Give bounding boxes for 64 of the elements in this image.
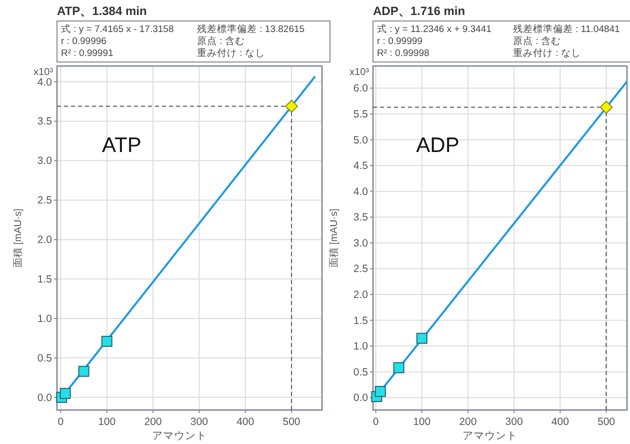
y-tick-label: 3.0	[37, 155, 52, 168]
text: 式 : y = 7.4165 x - 17.3158	[61, 23, 174, 35]
x-tick-label: 200	[144, 416, 162, 428]
annotation: ATP	[102, 134, 142, 157]
point	[78, 366, 90, 377]
y-tick-label: 1.0	[37, 312, 52, 325]
y-tick-label: 0.5	[37, 352, 52, 364]
y-axis-title: 面積 [mAU·s]	[12, 208, 24, 268]
text: 残差標準偏差 : 13.82615	[197, 23, 305, 35]
point	[416, 332, 428, 344]
y-tick-label: 4.0	[37, 76, 52, 88]
y-tick-label: 5.0	[353, 134, 368, 146]
text: 重み付け : なし	[197, 47, 265, 59]
text: r : 0.99996	[61, 36, 106, 47]
y-tick-label: 2.0	[353, 288, 368, 301]
x-tick-label: 500	[597, 416, 616, 428]
y-tick-label: 6.0	[353, 82, 368, 95]
text: 原点 : 含む	[197, 35, 245, 47]
text: 原点 : 含む	[513, 35, 561, 47]
point	[374, 386, 386, 397]
x-axis-title: アマウント	[152, 430, 207, 442]
x-tick-label: 0	[58, 416, 64, 428]
x-tick-label: 200	[459, 416, 477, 428]
x-tick-label: 0	[372, 416, 379, 428]
text: R² : 0.99998	[377, 48, 430, 59]
x-tick-label: 100	[98, 416, 116, 428]
point	[600, 100, 613, 114]
annotation: ADP	[416, 134, 460, 157]
y-axis-title: 面積 [mAU·s]	[328, 208, 340, 268]
text: R² : 0.99991	[61, 48, 114, 59]
x-tick-label: 100	[413, 416, 431, 428]
y-tick-label: 1.0	[353, 340, 368, 353]
chart-title: ADP、1.716 min	[373, 4, 466, 18]
text: r : 0.99999	[377, 36, 422, 47]
y-tick-label: 3.5	[37, 116, 52, 128]
chart-title: ATP、1.384 min	[57, 4, 147, 18]
y-tick-label: 2.0	[37, 234, 52, 246]
text: 式 : y = 11.2346 x + 9.3441	[377, 23, 492, 35]
y-tick-label: 0.5	[353, 366, 368, 378]
point	[60, 388, 71, 399]
y-tick-label: 0.0	[353, 392, 368, 404]
y-tick-label: 3.5	[353, 212, 368, 224]
x-tick-label: 400	[236, 416, 254, 428]
y-tick-label: 1.5	[37, 274, 52, 286]
text: 残差標準偏差 : 11.04841	[513, 23, 620, 35]
y-tick-label: 4.5	[353, 160, 368, 172]
x-tick-label: 300	[190, 416, 208, 428]
x-tick-label: 400	[551, 416, 570, 428]
point	[393, 362, 404, 374]
x-tick-label: 500	[282, 416, 300, 428]
y-tick-label: 2.5	[37, 194, 52, 207]
text: x10³	[350, 67, 370, 78]
y-tick-label: 1.5	[353, 314, 368, 327]
x-tick-label: 300	[505, 416, 523, 428]
text: x10³	[34, 67, 54, 78]
y-tick-label: 2.5	[353, 263, 368, 276]
y-tick-label: 4.0	[353, 186, 368, 198]
x-axis-title: アマウント	[462, 430, 518, 442]
point	[101, 336, 112, 347]
text: 重み付け : なし	[513, 47, 581, 59]
y-tick-label: 3.0	[353, 237, 368, 250]
y-tick-label: 5.5	[353, 108, 368, 120]
y-tick-label: 0.0	[37, 392, 52, 404]
point	[285, 100, 298, 113]
